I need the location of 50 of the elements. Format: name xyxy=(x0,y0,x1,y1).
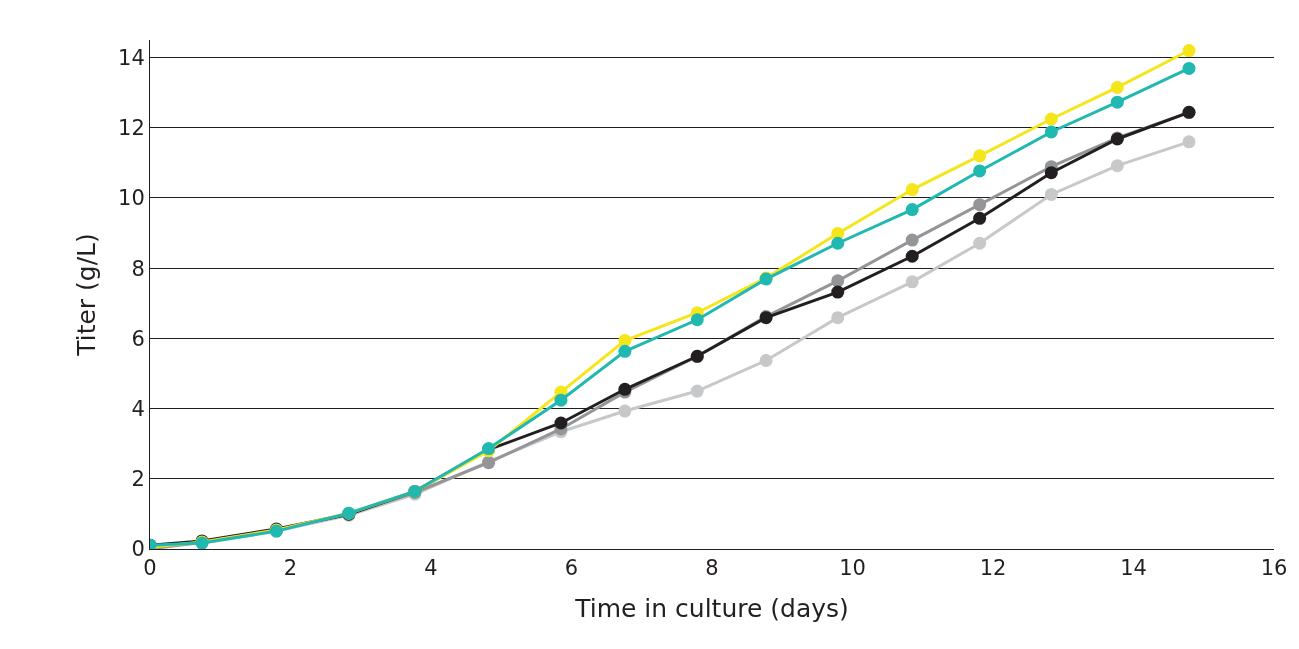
point xyxy=(905,203,919,217)
point xyxy=(618,344,632,358)
point xyxy=(690,384,704,398)
x-tick-label: 12 xyxy=(979,556,1007,581)
point xyxy=(554,393,568,407)
point xyxy=(1044,112,1058,126)
point xyxy=(905,275,919,289)
x-tick-label: 10 xyxy=(839,556,866,581)
point xyxy=(1044,166,1058,180)
y-axis-title: Titer (g/L) xyxy=(71,233,101,357)
point xyxy=(618,333,632,347)
y-tick-label: 10 xyxy=(118,186,145,211)
x-axis-title: Time in culture (days) xyxy=(574,594,849,624)
point xyxy=(690,313,704,327)
x-tick-label: 8 xyxy=(705,556,719,581)
y-tick-label: 4 xyxy=(131,396,145,421)
y-tick-label: 8 xyxy=(131,256,145,281)
point xyxy=(905,249,919,263)
point xyxy=(759,353,773,367)
y-tick-label: 6 xyxy=(131,326,145,351)
x-tick-label: 16 xyxy=(1260,556,1288,581)
point xyxy=(1182,44,1196,58)
x-tick-label: 4 xyxy=(424,556,438,581)
point xyxy=(1044,187,1058,201)
point xyxy=(831,274,845,288)
point xyxy=(1110,159,1124,173)
y-tick-label: 2 xyxy=(131,467,145,492)
x-tick-label: 2 xyxy=(283,556,298,581)
point xyxy=(554,416,568,430)
point xyxy=(618,404,632,418)
point xyxy=(831,285,845,299)
point xyxy=(831,311,845,325)
point xyxy=(973,198,987,212)
point xyxy=(973,164,987,178)
x-tick-label: 14 xyxy=(1120,556,1147,581)
y-tick-label: 0 xyxy=(131,537,145,562)
point xyxy=(973,236,987,250)
x-tick-label: 6 xyxy=(564,556,579,581)
point xyxy=(1110,80,1124,94)
point xyxy=(973,211,987,225)
point xyxy=(973,149,987,163)
point xyxy=(905,233,919,247)
point xyxy=(1182,135,1196,149)
point xyxy=(1044,125,1058,139)
point xyxy=(1182,61,1196,75)
point xyxy=(831,236,845,250)
point xyxy=(905,183,919,197)
y-tick-label: 12 xyxy=(118,116,145,141)
point xyxy=(1110,95,1124,109)
y-tick-label: 14 xyxy=(118,45,145,70)
